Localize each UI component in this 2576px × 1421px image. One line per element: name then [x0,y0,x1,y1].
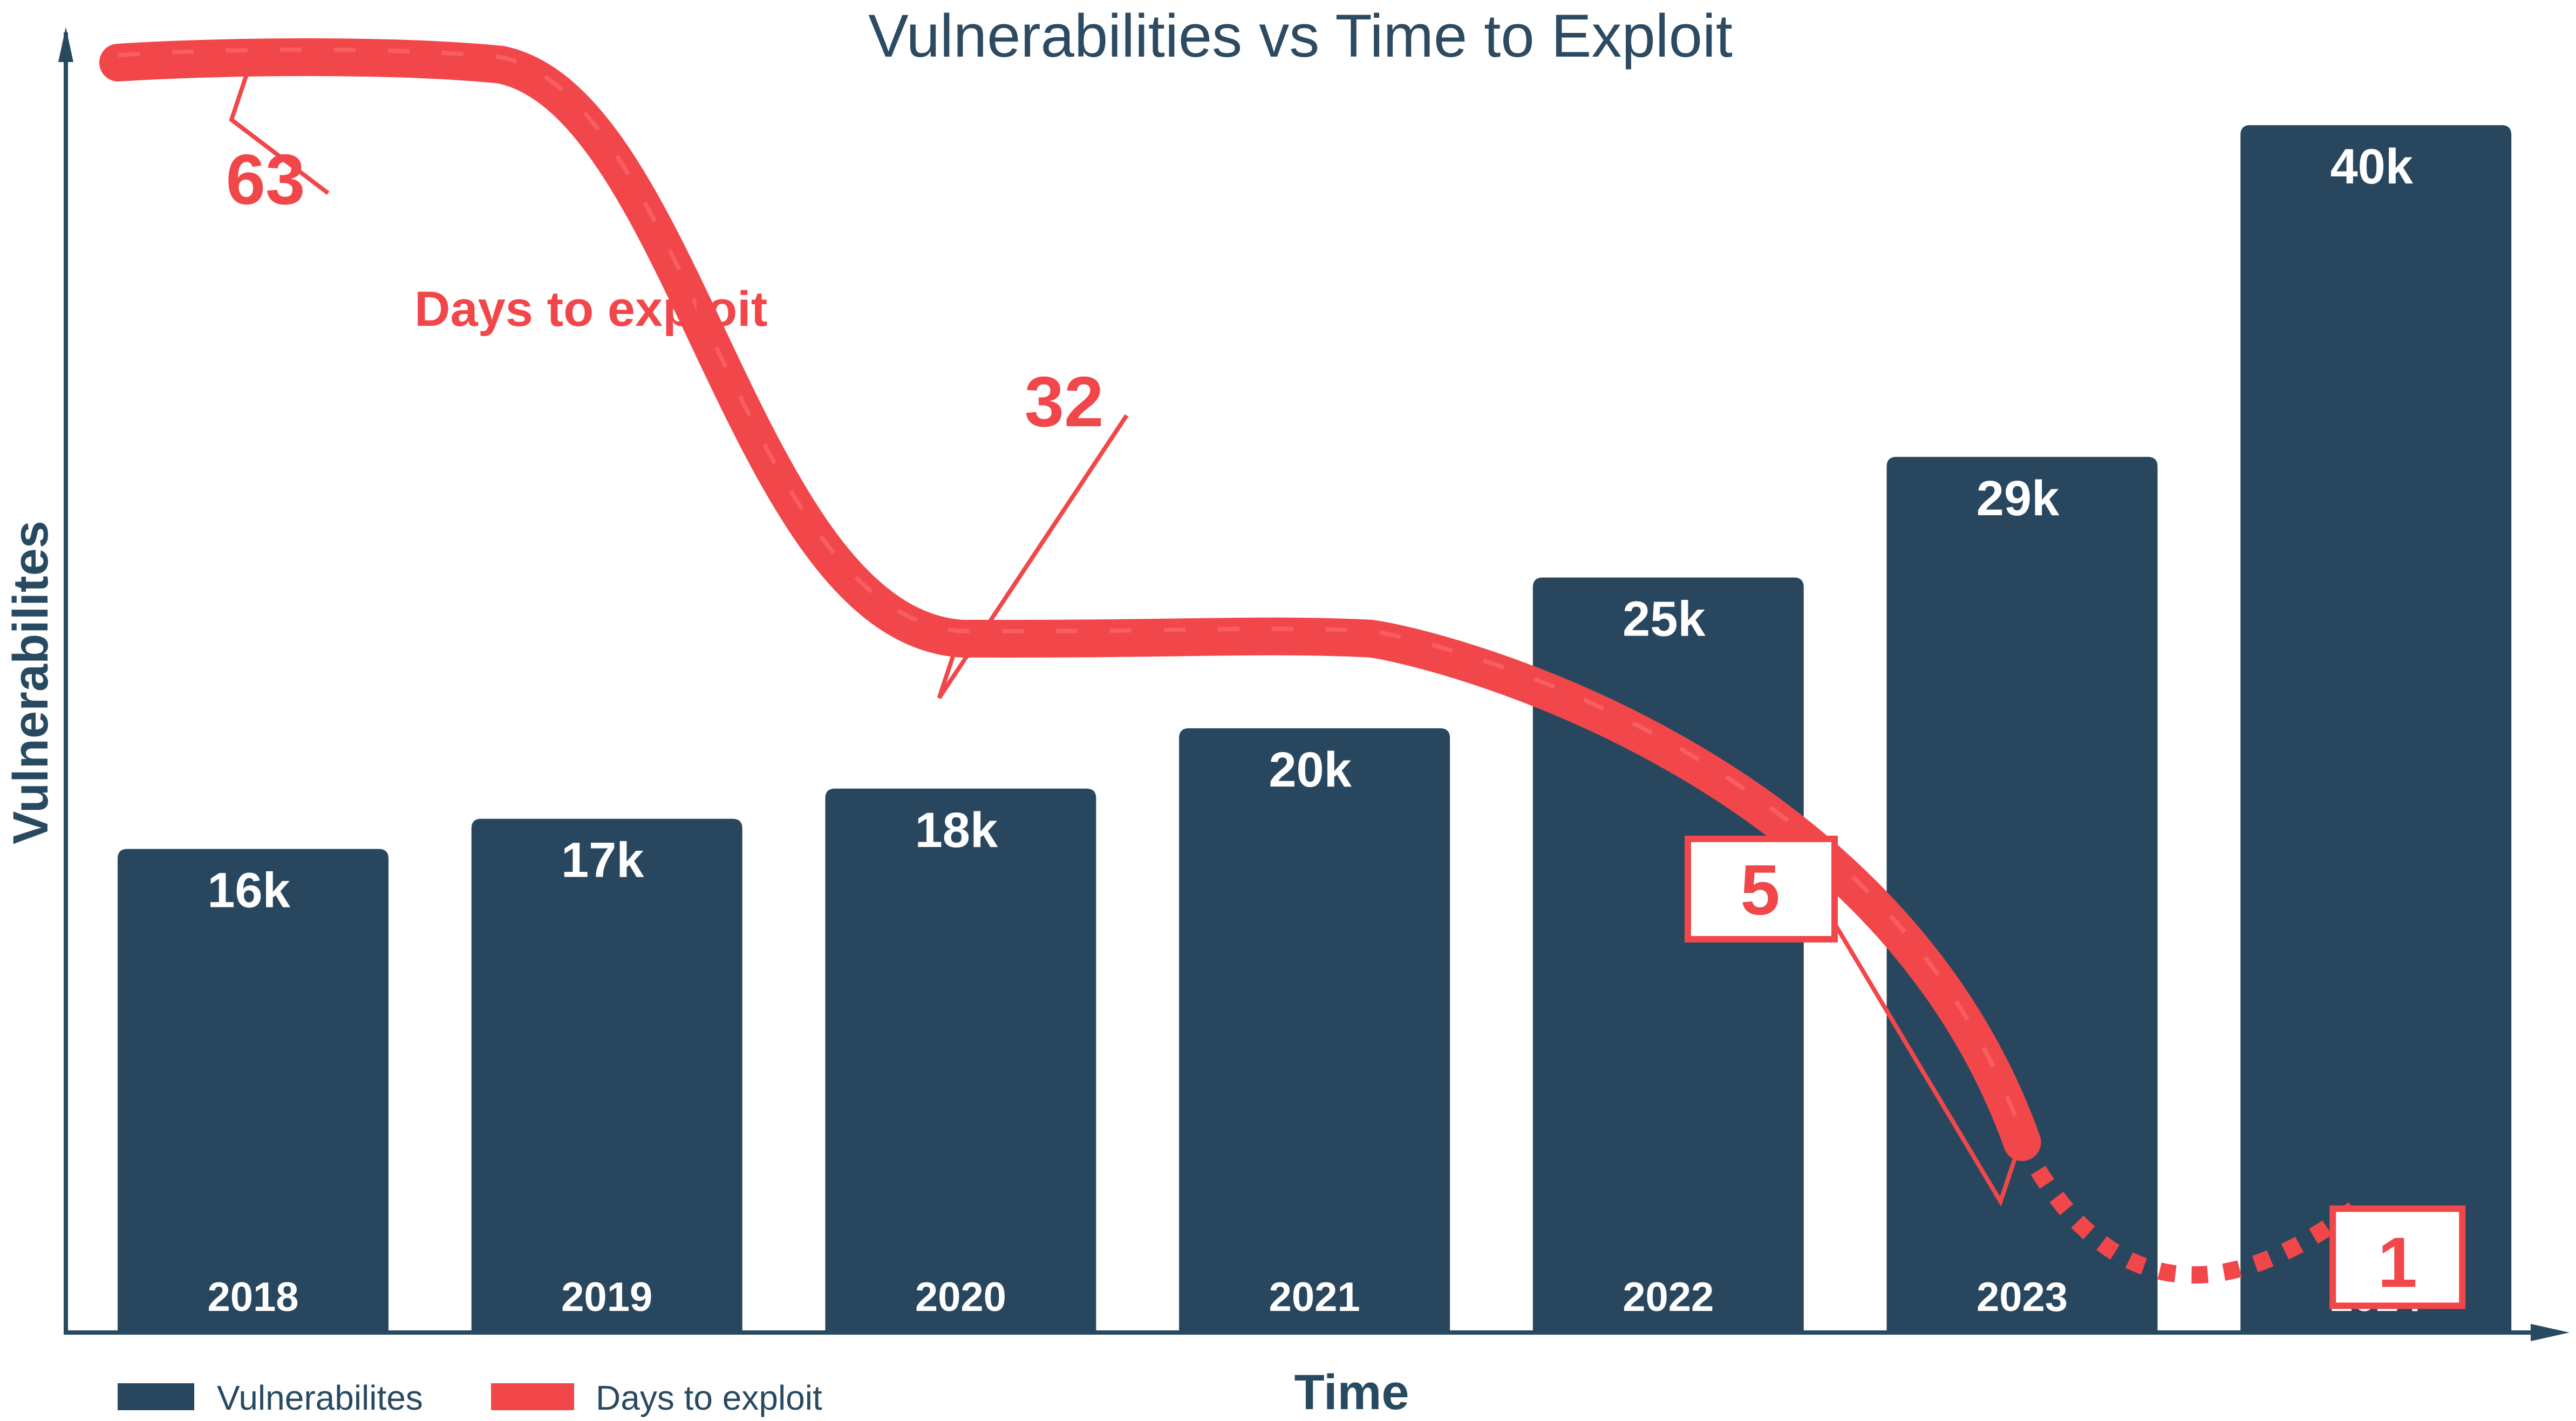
x-tick-label-2019: 2019 [561,1274,652,1320]
y-axis-arrow [58,27,73,62]
bar-value-label-2022: 25k [1623,592,1706,647]
x-tick-label-2018: 2018 [207,1274,298,1320]
bar-value-label-2023: 29k [1977,471,2060,526]
legend-swatch-days [491,1383,574,1410]
days-line-texture [118,47,2025,1136]
days-to-exploit-labels: 63 32 5 1 [226,70,2466,1309]
bars: 16k 2018 17k 2019 18k 2020 20k 2021 25k 2022 29k 20… [118,125,2512,1331]
bar-value-label-2019: 17k [561,833,644,888]
bar-2018 [118,849,389,1331]
legend-label-vulnerabilities: Vulnerabilites [217,1378,423,1417]
bar-2021 [1179,728,1450,1331]
days-value-label-2024: 1 [2377,1222,2417,1302]
days-value-label-2020: 32 [1025,362,1104,441]
x-tick-label-2021: 2021 [1269,1274,1360,1320]
bar-2023 [1886,456,2158,1331]
bar-2024 [2240,125,2512,1331]
line-annotation-label: Days to exploit [414,282,767,337]
bar-value-label-2018: 16k [207,863,290,918]
x-axis-arrow [2531,1324,2570,1341]
x-tick-label-2023: 2023 [1977,1274,2068,1320]
days-value-label-2023-box [1685,836,1838,942]
axes [58,27,2570,1341]
days-value-label-2023: 5 [1740,850,1780,930]
chart-title: Vulnerabilities vs Time to Exploit [868,2,1733,70]
bar-value-label-2021: 20k [1269,742,1352,797]
days-to-exploit-line [99,38,2360,1284]
days-line-solid [99,38,2041,1162]
bar-2019 [471,818,742,1331]
legend-label-days: Days to exploit [596,1378,822,1417]
bar-value-label-2024: 40k [2330,139,2413,194]
legend-swatch-vulnerabilities [118,1383,194,1410]
x-tick-label-2022: 2022 [1623,1274,1714,1320]
x-axis-label: Time [1294,1365,1409,1420]
legend: Vulnerabilites Days to exploit [118,1378,822,1417]
bar-value-label-2020: 18k [915,803,998,858]
days-value-label-2023-callout [1821,902,2019,1207]
days-value-label-2024-box [2329,1205,2466,1309]
days-value-label-2018-callout [229,70,330,195]
days-value-label-2018: 63 [226,140,305,219]
days-line-projected [2014,1138,2360,1284]
x-tick-label-2020: 2020 [915,1274,1006,1320]
bar-2020 [825,788,1096,1331]
days-value-label-2020-callout [937,414,1129,699]
y-axis-label: Vulnerabilites [3,521,58,844]
bar-2022 [1532,577,1804,1331]
